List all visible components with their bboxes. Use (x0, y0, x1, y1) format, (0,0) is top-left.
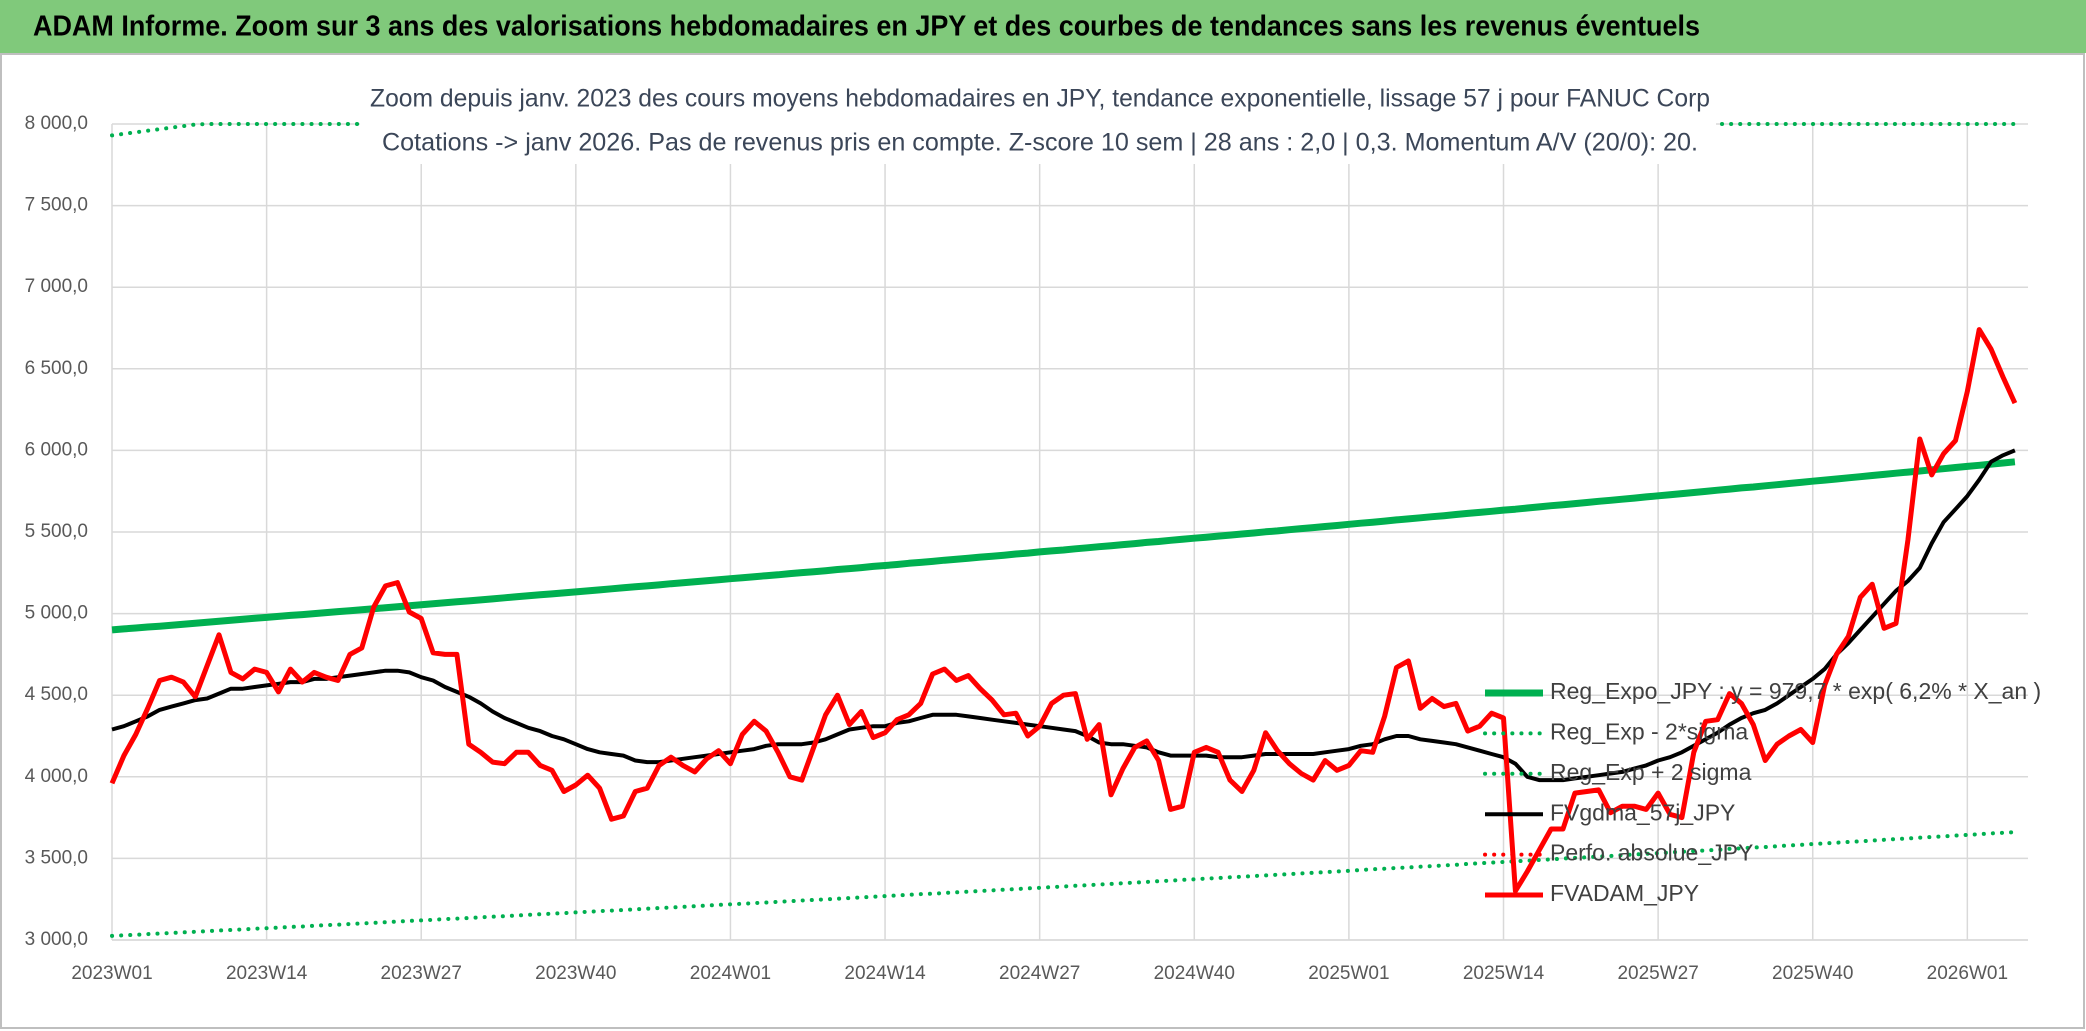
y-tick-label: 6 500,0 (25, 358, 88, 379)
x-tick-label: 2023W14 (226, 963, 308, 984)
y-tick-label: 3 000,0 (25, 929, 88, 950)
x-tick-label: 2025W14 (1463, 963, 1545, 984)
legend-label: FVgdma_57j_JPY (1550, 799, 1735, 825)
header-title: ADAM Informe. Zoom sur 3 ans des valoris… (33, 11, 1700, 43)
y-tick-label: 4 000,0 (25, 766, 88, 787)
chart-subtitle: Cotations -> janv 2026. Pas de revenus p… (382, 129, 1698, 157)
header-bar (0, 0, 2086, 53)
legend-label: Reg_Expo_JPY : y = 979,7 * exp( 6,2% * X… (1550, 678, 2041, 704)
y-tick-label: 5 500,0 (25, 521, 88, 542)
y-tick-label: 7 000,0 (25, 276, 88, 297)
x-tick-label: 2023W01 (71, 963, 152, 984)
series-line (109, 327, 2018, 894)
legend-label: FVADAM_JPY (1550, 880, 1699, 906)
legend-label: Perfo. absolue_JPY (1550, 840, 1753, 866)
x-tick-label: 2023W40 (535, 963, 616, 984)
title-box (360, 80, 1716, 164)
chart-title: Zoom depuis janv. 2023 des cours moyens … (370, 85, 1710, 113)
y-tick-label: 5 000,0 (25, 603, 88, 624)
y-tick-label: 6 000,0 (25, 439, 88, 460)
x-tick-label: 2023W27 (381, 963, 462, 984)
legend-label: Reg_Exp - 2*sigma (1550, 718, 1748, 744)
grid: 3 000,0 3 500,0 4 000,0 4 500,0 5 000,0 5 500… (25, 113, 2028, 984)
x-tick-label: 2024W01 (690, 963, 771, 984)
series-line (110, 830, 2017, 938)
chart-frame (0, 53, 2085, 1029)
x-tick-label: 2025W40 (1772, 963, 1853, 984)
x-tick-label: 2024W40 (1154, 963, 1235, 984)
x-tick-label: 2025W01 (1308, 963, 1389, 984)
x-tick-label: 2025W27 (1617, 963, 1698, 984)
x-tick-label: 2026W01 (1927, 963, 2008, 984)
legend-label: Reg_Exp + 2 sigma (1550, 759, 1752, 785)
y-tick-label: 4 500,0 (25, 684, 88, 705)
x-tick-label: 2024W14 (844, 963, 926, 984)
x-tick-label: 2024W27 (999, 963, 1080, 984)
y-tick-label: 8 000,0 (25, 113, 88, 134)
y-tick-label: 3 500,0 (25, 847, 88, 868)
series-line (111, 458, 2016, 634)
y-tick-label: 7 500,0 (25, 195, 88, 216)
legend: Reg_Expo_JPY : y = 979,7 * exp( 6,2% * X… (1483, 678, 2041, 906)
